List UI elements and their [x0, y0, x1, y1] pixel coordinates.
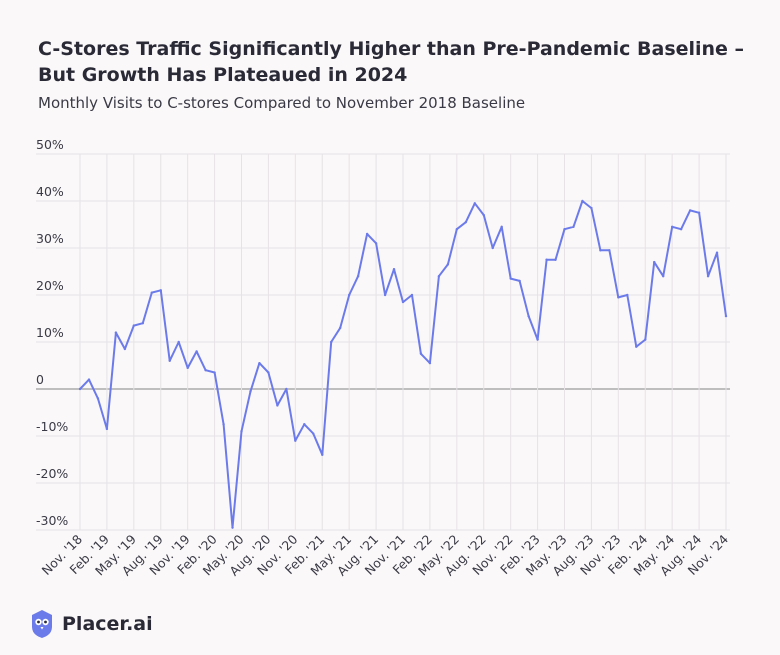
data-point — [509, 277, 512, 280]
data-point — [697, 211, 701, 214]
data-point — [258, 361, 261, 365]
data-point — [527, 314, 530, 318]
data-point — [78, 387, 82, 391]
data-point — [222, 423, 225, 426]
chart-title: C-Stores Traffic Significantly Higher th… — [38, 38, 745, 86]
data-point — [186, 366, 189, 370]
data-point — [581, 199, 584, 203]
data-point — [473, 202, 476, 205]
data-point — [204, 369, 207, 372]
y-tick-label: -10% — [36, 419, 68, 434]
data-point — [294, 439, 297, 442]
data-point — [401, 300, 405, 304]
y-tick-label: -30% — [36, 513, 68, 528]
data-point — [545, 258, 548, 261]
data-point — [347, 293, 351, 297]
brand-logo: Placer.ai — [30, 608, 153, 640]
data-point — [554, 258, 557, 261]
data-point — [141, 322, 145, 325]
data-point — [177, 340, 180, 344]
y-tick-label: 20% — [36, 278, 64, 293]
data-point — [419, 352, 423, 355]
y-tick-label: 40% — [36, 184, 64, 199]
data-point — [168, 359, 171, 362]
data-point — [536, 338, 539, 341]
y-tick-label: -20% — [36, 466, 68, 481]
y-axis: 50% 40% 30% 20% 10% 0 -10% -20% -30% — [36, 137, 68, 528]
data-point — [150, 291, 153, 294]
data-point — [240, 430, 243, 433]
data-point — [661, 275, 665, 278]
y-tick-label: 50% — [36, 137, 64, 152]
data-point — [518, 279, 521, 283]
data-point — [608, 249, 611, 252]
data-point — [626, 293, 629, 297]
placer-owl-icon — [32, 610, 52, 638]
data-point — [644, 338, 647, 341]
data-point — [679, 228, 683, 231]
chart-subtitle: Monthly Visits to C-stores Compared to N… — [38, 94, 526, 112]
data-point — [670, 225, 674, 229]
data-point — [159, 289, 162, 292]
data-point — [285, 387, 288, 391]
data-point — [312, 432, 315, 435]
data-point — [195, 350, 198, 353]
brand-name: Placer.ai — [62, 613, 153, 635]
data-point — [365, 232, 369, 236]
data-point — [249, 390, 252, 393]
data-point — [688, 209, 692, 212]
y-tick-label: 30% — [36, 231, 64, 246]
data-point — [482, 213, 485, 217]
data-point — [213, 371, 216, 374]
data-point — [572, 225, 575, 229]
data-point — [123, 347, 127, 351]
data-point — [653, 260, 656, 264]
data-point — [724, 314, 728, 318]
data-point — [437, 275, 441, 278]
data-point — [321, 453, 324, 456]
data-point — [392, 267, 396, 271]
data-point — [428, 361, 432, 365]
data-point — [715, 251, 719, 254]
data-point — [330, 340, 333, 344]
data-point — [276, 404, 279, 407]
data-point — [383, 293, 387, 297]
data-point — [464, 220, 468, 224]
series-layer — [78, 199, 728, 529]
data-point — [446, 263, 450, 266]
data-point — [617, 296, 620, 299]
data-point — [96, 397, 100, 400]
y-tick-label: 0 — [36, 372, 44, 387]
data-point — [132, 324, 136, 327]
data-point — [114, 331, 118, 334]
data-point — [635, 345, 638, 348]
data-point — [231, 526, 234, 529]
grid-layer — [36, 153, 730, 531]
y-tick-label: 10% — [36, 325, 64, 340]
data-point — [599, 249, 602, 252]
data-point — [590, 206, 593, 210]
data-point — [338, 326, 342, 330]
data-point — [706, 275, 710, 278]
data-point — [455, 228, 459, 231]
data-point — [356, 275, 360, 278]
data-point — [303, 423, 306, 426]
data-point — [87, 378, 91, 381]
data-point — [410, 293, 414, 297]
data-point — [267, 371, 270, 374]
data-point — [500, 225, 503, 229]
data-point — [491, 246, 494, 250]
data-point — [374, 242, 378, 245]
data-point — [563, 228, 566, 231]
data-point — [105, 427, 109, 431]
